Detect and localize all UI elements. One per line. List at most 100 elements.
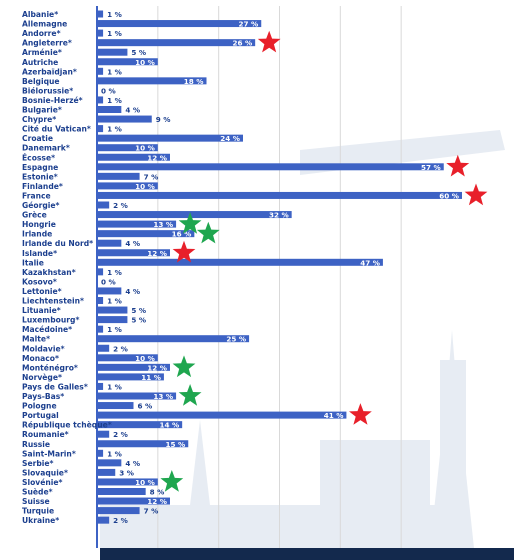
bar-malte (97, 335, 250, 343)
category-label-cite-du-vatican: Cité du Vatican* (22, 125, 91, 134)
category-label-espagne: Espagne (22, 163, 58, 172)
value-label-islande: 12 % (147, 249, 167, 258)
category-labels: Albanie*AllemagneAndorre*Angleterre*Armé… (22, 10, 112, 525)
bars (97, 10, 462, 524)
value-label-croatie: 24 % (220, 134, 240, 143)
value-label-cite-du-vatican: 1 % (107, 125, 122, 134)
bar-france (97, 191, 462, 199)
value-label-saint-marin: 1 % (107, 449, 122, 458)
bar-roumanie (97, 430, 110, 438)
bar-montenegro (97, 363, 170, 371)
value-label-albanie: 1 % (107, 10, 122, 19)
value-label-malte: 25 % (226, 335, 246, 344)
value-label-suede: 8 % (150, 488, 165, 497)
bar-estonie (97, 172, 140, 180)
value-label-suisse: 12 % (147, 497, 167, 506)
category-label-bosnie-herze: Bosnie-Herzé* (22, 96, 83, 105)
category-label-armenie: Arménie* (22, 48, 62, 57)
bar-luxembourg (97, 316, 128, 324)
star-annotations (160, 30, 488, 492)
value-label-turquie: 7 % (144, 507, 159, 516)
value-label-danemark: 10 % (135, 144, 155, 153)
bar-pays-bas (97, 392, 177, 400)
bar-turquie (97, 507, 140, 515)
bar-autriche (97, 58, 158, 66)
value-label-serbie: 4 % (125, 459, 140, 468)
red-star-islande (172, 240, 196, 263)
value-label-macedoine: 1 % (107, 325, 122, 334)
value-label-irlande: 16 % (172, 230, 192, 239)
value-label-republique-tcheque: 14 % (159, 421, 179, 430)
bar-bosnie-herze (97, 96, 104, 104)
value-label-norvege: 11 % (141, 373, 161, 382)
value-label-luxembourg: 5 % (131, 316, 146, 325)
category-label-lettonie: Lettonie* (22, 287, 62, 296)
category-label-republique-tcheque: République tchèque* (22, 421, 112, 430)
value-label-allemagne: 27 % (239, 20, 259, 29)
category-label-france: France (22, 191, 51, 200)
bar-irlande (97, 230, 195, 238)
value-label-italie: 47 % (360, 258, 380, 267)
category-label-kosovo: Kosovo* (22, 277, 57, 286)
category-label-ecosse: Écosse* (22, 153, 55, 162)
category-label-turquie: Turquie (22, 507, 54, 516)
category-label-norvege: Norvège* (22, 373, 62, 382)
category-label-malte: Malte* (22, 335, 50, 344)
value-label-montenegro: 12 % (147, 363, 167, 372)
value-label-russie: 15 % (166, 440, 186, 449)
category-label-slovenie: Slovénie* (22, 478, 63, 487)
bar-pays-de-galles (97, 382, 104, 390)
category-label-allemagne: Allemagne (22, 20, 67, 29)
bar-danemark (97, 144, 158, 152)
green-star-irlande (196, 221, 220, 244)
value-label-moldavie: 2 % (113, 344, 128, 353)
red-star-espagne (446, 154, 470, 177)
category-label-hongrie: Hongrie (22, 220, 56, 229)
bar-moldavie (97, 344, 110, 352)
bar-cite-du-vatican (97, 125, 104, 133)
landmarks-background (100, 130, 505, 550)
value-label-kazakhstan: 1 % (107, 268, 122, 277)
category-label-russie: Russie (22, 440, 50, 449)
category-label-moldavie: Moldavie* (22, 344, 65, 353)
bar-hongrie (97, 220, 177, 228)
bar-kazakhstan (97, 268, 104, 276)
value-label-lituanie: 5 % (131, 306, 146, 315)
category-label-bulgarie: Bulgarie* (22, 106, 62, 115)
value-label-liechtenstein: 1 % (107, 297, 122, 306)
green-star-hongrie (178, 212, 202, 234)
bar-bulgarie (97, 106, 122, 113)
city-skyline (100, 505, 440, 548)
category-label-liechtenstein: Liechtenstein* (22, 297, 84, 306)
bar-norvege (97, 373, 164, 381)
category-label-luxembourg: Luxembourg* (22, 316, 79, 325)
value-label-armenie: 5 % (131, 48, 146, 57)
category-label-pologne: Pologne (22, 402, 57, 411)
value-label-pays-bas: 13 % (153, 392, 173, 401)
bar-lettonie (97, 287, 122, 295)
category-label-monaco: Monaco* (22, 354, 59, 363)
value-label-lettonie: 4 % (125, 287, 140, 296)
value-label-autriche: 10 % (135, 58, 155, 67)
bar-monaco (97, 354, 158, 362)
bar-espagne (97, 163, 444, 171)
bar-lituanie (97, 306, 128, 314)
category-label-grece: Grèce (22, 211, 47, 220)
value-label-bulgarie: 4 % (125, 106, 140, 115)
bar-macedoine (97, 325, 104, 333)
category-label-irlande: Irlande (22, 230, 52, 239)
bar-croatie (97, 134, 243, 142)
value-label-portugal: 41 % (324, 411, 344, 420)
bar-belgique (97, 77, 207, 85)
category-label-chypre: Chypre* (22, 115, 56, 124)
green-star-slovenie (160, 470, 184, 492)
category-label-autriche: Autriche (22, 58, 58, 67)
category-label-serbie: Serbie* (22, 459, 54, 468)
category-label-bielorussie: Biélorussie* (22, 86, 73, 95)
value-label-andorre: 1 % (107, 29, 122, 38)
value-label-grece: 32 % (269, 211, 289, 220)
value-label-slovaquie: 3 % (119, 468, 134, 477)
red-star-angleterre (257, 30, 281, 53)
bar-ecosse (97, 153, 170, 161)
category-label-danemark: Danemark* (22, 144, 70, 153)
